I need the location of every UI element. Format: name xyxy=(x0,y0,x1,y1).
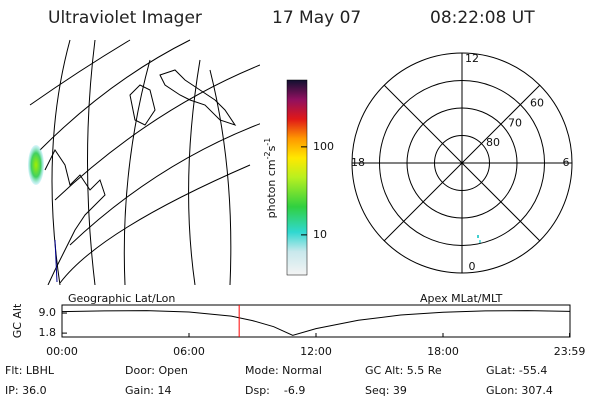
map xyxy=(28,39,260,285)
y-label: GC Alt xyxy=(11,303,24,338)
lat-label: 80 xyxy=(486,136,500,149)
lat-label: 60 xyxy=(530,97,544,110)
label-part: s xyxy=(265,145,278,151)
colorbar-label: photon cm-2s-1 xyxy=(263,138,278,219)
x-tick-label: 06:00 xyxy=(173,345,205,358)
time: 08:22:08 UT xyxy=(430,8,535,28)
x-tick-label: 23:59 xyxy=(554,345,586,358)
mlt-label: 12 xyxy=(465,52,479,65)
lat-circle xyxy=(434,135,490,191)
mlt-label: 6 xyxy=(563,156,570,169)
status-field: GLat: -55.4 xyxy=(486,364,547,377)
status-field: Dsp: -6.9 xyxy=(245,384,305,397)
label-part: -1 xyxy=(263,138,272,146)
x-tick-label: 18:00 xyxy=(427,345,459,358)
status-field: Mode: Normal xyxy=(245,364,322,377)
title: Ultraviolet Imager xyxy=(48,8,202,28)
status-field: Door: Open xyxy=(125,364,188,377)
x-tick-label: 12:00 xyxy=(300,345,332,358)
polar-grid xyxy=(352,53,572,273)
tick-label: 10 xyxy=(313,228,327,241)
lat-circle xyxy=(406,107,518,219)
label-part: -2 xyxy=(263,151,272,159)
mlt-label: 0 xyxy=(469,260,476,273)
mlt-label: 18 xyxy=(351,156,365,169)
lat-circle xyxy=(379,80,545,246)
outer-circle xyxy=(351,52,573,274)
status-field: IP: 36.0 xyxy=(5,384,47,397)
status-field: Gain: 14 xyxy=(125,384,172,397)
date: 17 May 07 xyxy=(272,8,361,28)
plot-frame xyxy=(61,304,571,338)
status-field: Flt: LBHL xyxy=(5,364,55,377)
status-field: Seq: 39 xyxy=(365,384,407,397)
status-field: GLon: 307.4 xyxy=(486,384,553,397)
label-part: photon cm xyxy=(265,159,278,218)
left-title: Geographic Lat/Lon xyxy=(68,292,175,305)
tick-label: 100 xyxy=(313,140,334,153)
y-tick-label: 1.8 xyxy=(39,326,57,339)
altitude-line xyxy=(61,310,570,336)
lat-label: 70 xyxy=(508,116,522,129)
y-tick-label: 9.0 xyxy=(39,306,57,319)
status-field: GC Alt: 5.5 Re xyxy=(365,364,442,377)
colorbar xyxy=(286,79,308,276)
right-title: Apex MLat/MLT xyxy=(420,292,503,305)
x-tick-label: 00:00 xyxy=(46,345,78,358)
